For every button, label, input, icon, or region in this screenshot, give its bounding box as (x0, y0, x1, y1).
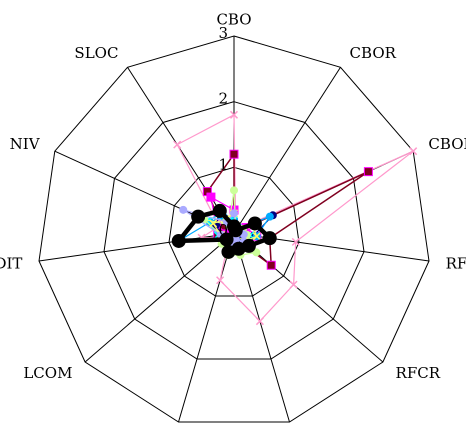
series-0-point-rfc (291, 237, 300, 246)
series-9-point-dit (171, 233, 186, 248)
axis-label-rfcn: RFCN (294, 429, 340, 431)
series-9-point-rfc (262, 231, 277, 246)
series-0-point-wmc (216, 276, 225, 285)
series-0-point-rfcr (289, 280, 298, 289)
series-0-point-rfcn (255, 317, 264, 326)
axis-label-cbon: CBON (428, 135, 466, 153)
series-9-point-cbor (228, 223, 243, 238)
series-1-point-cbo (229, 149, 239, 159)
series-0-point-rfcr-b (289, 280, 298, 289)
axis-label-dit: DIT (0, 254, 22, 272)
series-6-point-cbo (230, 186, 238, 195)
series-7-point-rfc-b (252, 232, 261, 241)
radar-series (171, 110, 418, 326)
series-9-point-wmc (221, 244, 236, 259)
series-8-point-cbo (230, 209, 238, 218)
grid-ring-1 (168, 166, 300, 297)
axis-label-wmc: WMC (132, 429, 174, 431)
spoke-rfcn (233, 232, 290, 423)
series-0-point-cbo (229, 110, 239, 119)
grid-ring-2 (103, 101, 365, 360)
series-0-point-cbon (409, 147, 418, 156)
series-0-point-wmc-b (216, 276, 225, 285)
axis-label-sloc: SLOC (74, 44, 118, 62)
tick-label-0: 0 (218, 221, 228, 239)
tick-label-2: 2 (218, 90, 228, 108)
axis-label-rfcr: RFCR (396, 364, 441, 382)
spoke-lcom (84, 232, 235, 363)
axis-label-cbor: CBOR (350, 44, 397, 62)
axis-label-lcom: LCOM (23, 364, 72, 382)
series-8-point-niv (179, 205, 188, 214)
series-7-point-rfc (252, 232, 261, 241)
series-9 (171, 203, 277, 259)
series-9-point-lcom (219, 232, 234, 247)
series-2-point-sloc (206, 192, 216, 202)
series-9-point-sloc (212, 203, 227, 218)
series-9-point-cbon (247, 216, 262, 231)
series-0-point-rfc-b (291, 237, 300, 246)
axis-label-rfc: RFC (446, 254, 466, 272)
series-0-point-cbo-b (229, 110, 239, 119)
series-7-point-niv-b (209, 219, 218, 228)
axis-label-cbo: CBO (216, 10, 251, 28)
grid-ring-3 (38, 35, 430, 423)
series-1-point-rfcr (266, 260, 276, 270)
series-0-point-sloc-b (173, 140, 182, 149)
spoke-cbor (233, 67, 341, 234)
series-0-point-rfcn-b (255, 317, 264, 326)
series-6-point-rfcr (252, 248, 261, 257)
axis-label-niv: NIV (10, 135, 41, 153)
series-7-point-niv (209, 219, 218, 228)
spoke-wmc (178, 232, 235, 423)
series-0-point-sloc (173, 140, 182, 149)
series-9-point-niv (191, 209, 206, 224)
series-0-point-cbon-b (409, 147, 418, 156)
series-1-point-cbon (363, 167, 373, 177)
tick-label-1: 1 (218, 155, 228, 173)
radar-labels: CBO CBOR CBON RFC RFCR RFCN WMC LCOM DIT NIV SLOC 0… (0, 10, 466, 431)
tick-label-3: 3 (218, 24, 228, 42)
series-4-point-cbon (265, 212, 274, 221)
